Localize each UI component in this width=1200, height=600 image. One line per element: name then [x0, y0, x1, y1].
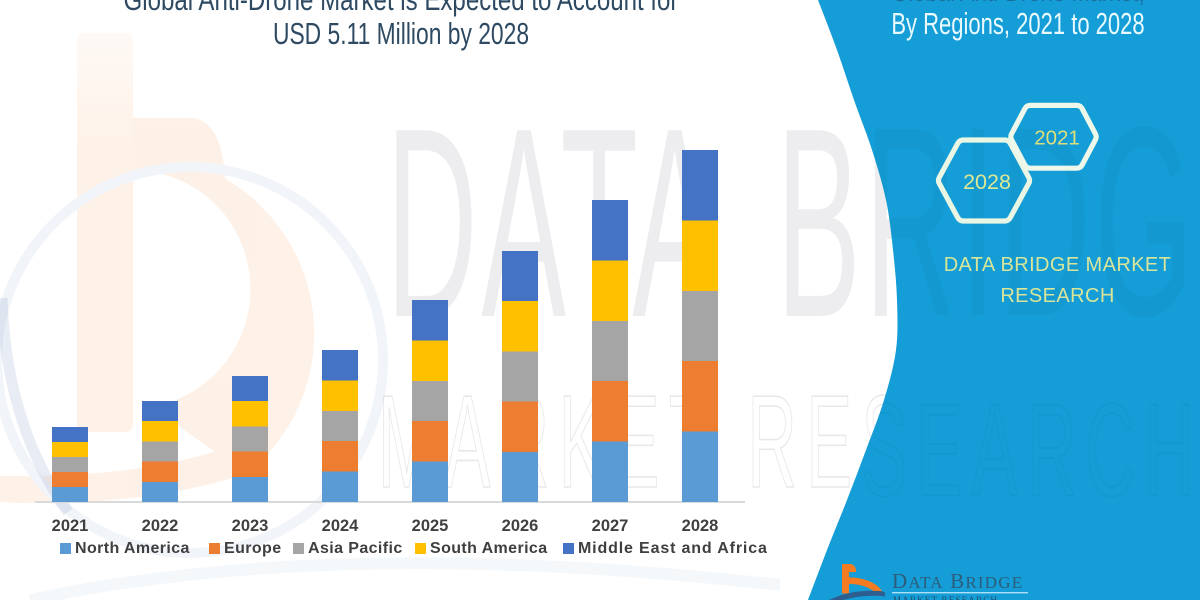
svg-text:2028: 2028	[963, 170, 1011, 194]
svg-text:DATA BRIDGE: DATA BRIDGE	[892, 569, 1023, 593]
svg-text:2021: 2021	[1034, 127, 1080, 150]
svg-text:MARKET RESEARCH: MARKET RESEARCH	[893, 595, 998, 600]
